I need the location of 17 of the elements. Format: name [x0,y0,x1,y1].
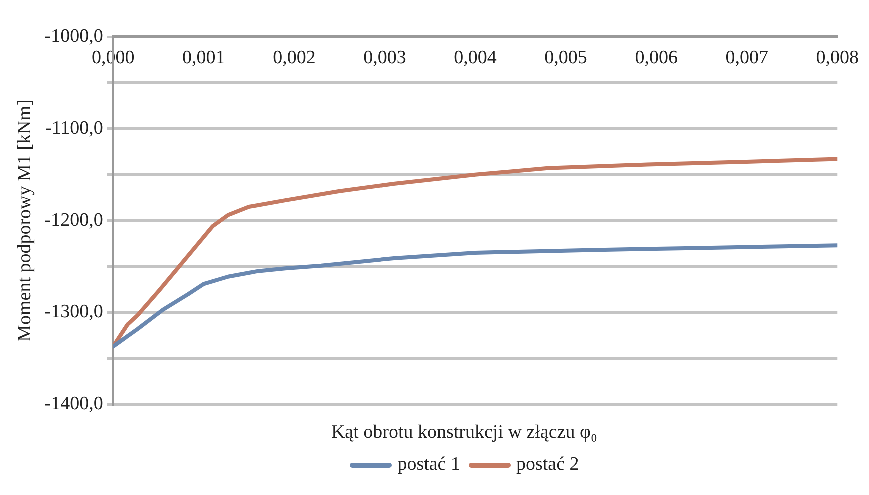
x-tick-label: 0,006 [635,47,678,68]
y-tick-label: -1300,0 [44,302,104,323]
y-tick-label: -1100,0 [46,118,104,139]
x-tick-label: 0,007 [726,47,768,68]
x-tick-label: 0,005 [544,47,588,68]
x-axis-title: Kąt obrotu konstrukcji w złączu φ₀ [330,422,599,444]
y-axis-title: Moment podporowy M1 [kNm] [14,100,36,342]
x-tick-label: 0,001 [182,47,226,68]
y-tick-label: -1200,0 [44,210,104,231]
x-tick-label: 0,008 [816,47,859,68]
legend-label: postać 2 [516,454,580,476]
x-tick-label: 0,003 [364,47,406,68]
x-tick-label: 0,002 [273,47,316,68]
x-tick-label: 0,004 [454,47,498,68]
y-tick-label: -1400,0 [44,394,104,415]
legend-label: postać 1 [398,454,460,476]
y-tick-label: -1000,0 [44,26,104,47]
